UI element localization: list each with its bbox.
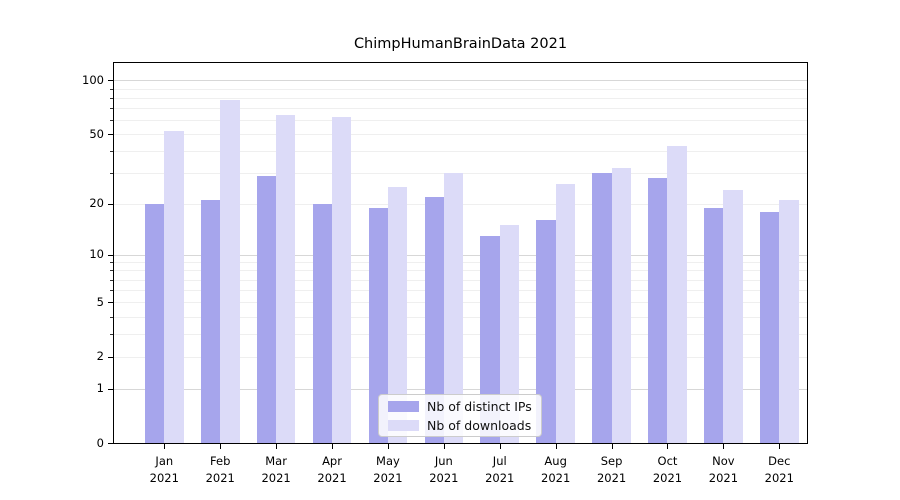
bar-downloads bbox=[779, 200, 799, 443]
minor-gridline bbox=[114, 119, 807, 121]
bar-distinct-ips bbox=[704, 207, 724, 443]
x-tick-mark bbox=[220, 444, 222, 449]
minor-gridline bbox=[114, 108, 807, 110]
bar-distinct-ips bbox=[424, 196, 444, 443]
x-tick-label: Jun 2021 bbox=[429, 454, 459, 485]
x-tick-mark bbox=[723, 444, 725, 449]
bar-downloads bbox=[667, 145, 687, 443]
bar-downloads bbox=[276, 115, 296, 443]
chart-title: ChimpHumanBrainData 2021 bbox=[353, 36, 568, 52]
x-tick-mark bbox=[667, 444, 669, 449]
legend-swatch-downloads bbox=[388, 419, 419, 431]
bar-distinct-ips bbox=[760, 211, 780, 443]
y-tick-mark bbox=[108, 388, 113, 390]
x-tick-mark bbox=[332, 444, 334, 449]
bar-distinct-ips bbox=[256, 175, 277, 443]
y-minor-tick-mark bbox=[110, 108, 113, 110]
bar-distinct-ips bbox=[480, 235, 500, 443]
bar-distinct-ips bbox=[200, 200, 221, 443]
bar-distinct-ips bbox=[145, 203, 165, 443]
y-minor-tick-mark bbox=[110, 290, 113, 292]
y-tick-mark bbox=[108, 80, 113, 82]
bar-downloads bbox=[723, 190, 743, 443]
y-tick-mark bbox=[108, 254, 113, 256]
x-tick-label: Sep 2021 bbox=[596, 454, 627, 485]
y-tick-label: 0 bbox=[96, 435, 104, 450]
y-tick-label: 1 bbox=[96, 381, 104, 396]
y-tick-label: 5 bbox=[96, 294, 104, 309]
x-tick-label: Mar 2021 bbox=[261, 454, 291, 485]
y-tick-label: 10 bbox=[89, 247, 104, 262]
y-tick-label: 100 bbox=[82, 72, 104, 87]
bar-distinct-ips bbox=[592, 173, 612, 443]
legend-item-distinct-ips: Nb of distinct IPs bbox=[379, 398, 541, 414]
minor-gridline bbox=[114, 97, 807, 99]
bar-downloads bbox=[164, 131, 184, 443]
y-minor-tick-mark bbox=[110, 151, 113, 153]
y-minor-tick-mark bbox=[110, 173, 113, 175]
legend-swatch-distinct-ips bbox=[388, 400, 419, 412]
x-tick-mark bbox=[555, 444, 557, 449]
x-tick-mark bbox=[387, 444, 389, 449]
x-tick-label: Aug 2021 bbox=[541, 454, 571, 485]
legend-label: Nb of downloads bbox=[427, 417, 532, 433]
y-minor-tick-mark bbox=[110, 119, 113, 121]
minor-gridline bbox=[114, 134, 807, 136]
x-tick-mark bbox=[164, 444, 166, 449]
legend-label: Nb of distinct IPs bbox=[427, 398, 532, 414]
bar-distinct-ips bbox=[536, 220, 556, 443]
bar-distinct-ips bbox=[648, 178, 668, 443]
plot-area bbox=[113, 62, 808, 444]
x-tick-label: Feb 2021 bbox=[205, 454, 235, 485]
legend-item-downloads: Nb of downloads bbox=[379, 417, 541, 433]
y-minor-tick-mark bbox=[110, 88, 113, 90]
bar-distinct-ips bbox=[312, 203, 333, 443]
x-tick-label: Nov 2021 bbox=[708, 454, 739, 485]
minor-gridline bbox=[114, 151, 807, 153]
x-tick-label: Oct 2021 bbox=[652, 454, 683, 485]
y-minor-tick-mark bbox=[110, 97, 113, 99]
y-minor-tick-mark bbox=[110, 134, 113, 136]
y-minor-tick-mark bbox=[110, 270, 113, 272]
x-tick-mark bbox=[276, 444, 278, 449]
y-minor-tick-mark bbox=[110, 316, 113, 318]
bar-downloads bbox=[611, 168, 631, 443]
legend: Nb of distinct IPs Nb of downloads bbox=[378, 394, 542, 437]
y-minor-tick-mark bbox=[110, 203, 113, 205]
y-tick-mark bbox=[108, 443, 113, 444]
x-tick-mark bbox=[443, 444, 445, 449]
bar-downloads bbox=[443, 173, 464, 443]
y-tick-label: 50 bbox=[89, 126, 104, 141]
y-minor-tick-mark bbox=[110, 334, 113, 336]
y-minor-tick-mark bbox=[110, 302, 113, 304]
y-tick-label: 2 bbox=[96, 349, 104, 364]
x-tick-label: Jul 2021 bbox=[485, 454, 515, 485]
x-tick-mark bbox=[499, 444, 501, 449]
x-tick-label: May 2021 bbox=[373, 454, 403, 485]
bar-downloads bbox=[499, 225, 520, 443]
x-tick-mark bbox=[779, 444, 781, 449]
x-tick-label: Apr 2021 bbox=[317, 454, 347, 485]
y-minor-tick-mark bbox=[110, 279, 113, 281]
x-tick-label: Jan 2021 bbox=[149, 454, 179, 485]
bar-distinct-ips bbox=[368, 207, 388, 443]
y-tick-label: 20 bbox=[89, 196, 104, 211]
bar-downloads bbox=[220, 99, 240, 443]
bar-downloads bbox=[555, 184, 575, 443]
minor-gridline bbox=[114, 88, 807, 90]
bar-downloads bbox=[387, 187, 408, 443]
x-tick-mark bbox=[611, 444, 613, 449]
x-tick-label: Dec 2021 bbox=[764, 454, 794, 485]
y-minor-tick-mark bbox=[110, 356, 113, 358]
bar-downloads bbox=[332, 117, 352, 443]
major-gridline bbox=[114, 80, 807, 82]
y-minor-tick-mark bbox=[110, 262, 113, 264]
